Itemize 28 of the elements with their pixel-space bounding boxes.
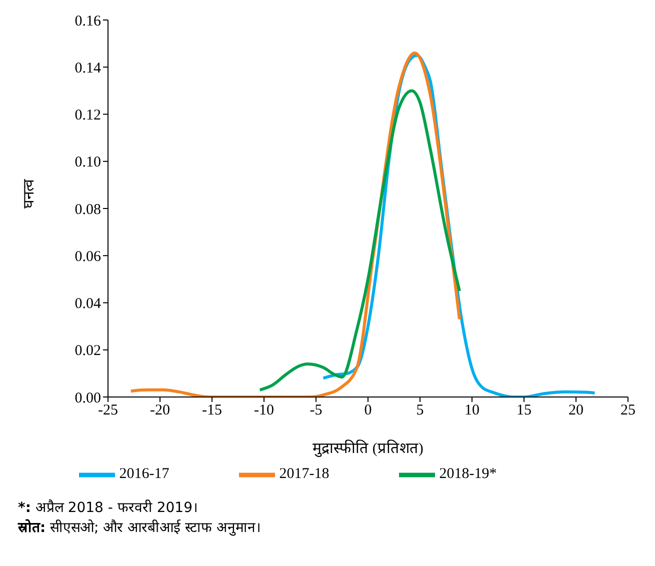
text: *: अप्रैल 2018 - फरवरी 2019। [18, 498, 198, 518]
y-tick-label: 0.02 [74, 343, 101, 360]
y-tick-label: 0.16 [74, 13, 102, 30]
x-tick-label: 10 [464, 402, 480, 419]
y-tick-label: 0.08 [74, 202, 101, 218]
x-tick-label: 25 [620, 402, 636, 419]
legend-label: 2018-19* [439, 466, 497, 482]
x-tick-label: 15 [516, 402, 532, 419]
x-tick-label: -5 [310, 402, 322, 419]
x-tick-label: 5 [416, 402, 424, 419]
legend-label: 2017-18 [279, 466, 330, 482]
x-tick-label: -20 [150, 402, 170, 419]
x-axis-title: मुद्रास्फीति (प्रतिशत) [312, 439, 424, 458]
y-tick-label: 0.10 [74, 154, 101, 171]
y-tick-label: 0.04 [74, 296, 102, 312]
y-tick-label: 0.12 [74, 108, 101, 124]
y-axis-title: घनत्व [21, 178, 38, 208]
y-tick-label: 0.00 [74, 390, 101, 406]
x-tick-label: 20 [568, 402, 584, 419]
y-tick-label: 0.14 [74, 60, 102, 76]
x-tick-label: -10 [254, 402, 274, 419]
y-tick-label: 0.06 [74, 248, 102, 265]
x-tick-label: -15 [202, 402, 222, 419]
text: स्रोत: सीएसओ; और आरबीआई स्टाफ अनुमान। [18, 518, 262, 538]
legend-label: 2016-17 [119, 466, 170, 482]
line-series [258, 89, 462, 392]
x-tick-label: 0 [364, 402, 372, 419]
x-tick-label: -25 [98, 402, 118, 419]
